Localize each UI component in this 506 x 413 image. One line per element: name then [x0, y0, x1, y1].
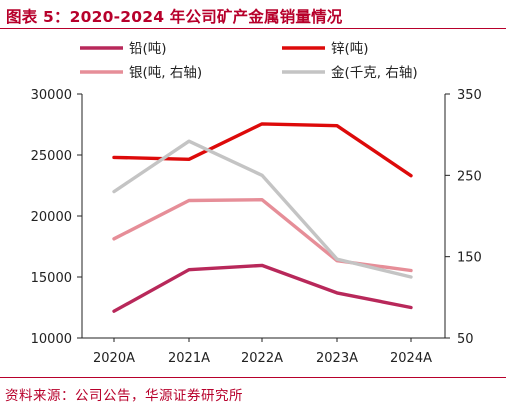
- left-tick-label: 15000: [31, 271, 72, 286]
- x-tick-label: 2024A: [390, 351, 432, 366]
- x-tick-label: 2023A: [316, 351, 358, 366]
- right-tick-label: 350: [457, 88, 482, 103]
- x-tick-label: 2022A: [241, 351, 283, 366]
- legend-label-1: 锌(吨): [331, 41, 369, 57]
- series-line-1: [112, 122, 413, 178]
- series-line-2: [112, 197, 413, 273]
- legend-label-0: 铅(吨): [129, 41, 167, 57]
- source-note: 资料来源：公司公告，华源证券研究所: [5, 388, 243, 404]
- left-tick-label: 25000: [31, 149, 72, 164]
- left-tick-label: 30000: [31, 88, 72, 103]
- x-tick-label: 2020A: [93, 351, 135, 366]
- chart: 30000 25000 20000 15000 10000 350 250 150 50 2020…: [31, 41, 482, 366]
- series-line-3: [112, 139, 413, 279]
- legend-label-2: 银(吨, 右轴): [129, 65, 202, 81]
- right-tick-label: 50: [457, 332, 474, 347]
- legend-label-3: 金(千克, 右轴): [331, 65, 418, 81]
- x-tick-label: 2021A: [168, 351, 210, 366]
- left-tick-label: 10000: [31, 332, 72, 347]
- series-line-0: [112, 263, 413, 313]
- title-divider: [0, 28, 506, 29]
- right-tick-label: 250: [457, 169, 482, 184]
- chart-title: 图表 5：2020-2024 年公司矿产金属销量情况: [6, 8, 343, 26]
- source-divider: [0, 377, 506, 378]
- left-tick-label: 20000: [31, 210, 72, 225]
- right-tick-label: 150: [457, 251, 482, 266]
